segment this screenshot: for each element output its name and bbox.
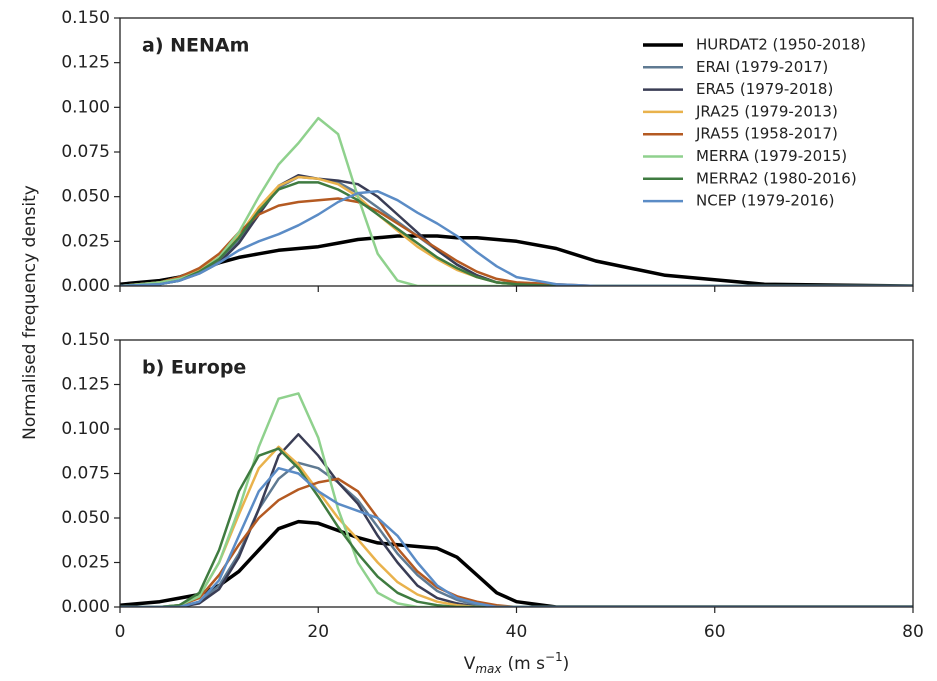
y-tick-label: 0.050 [61, 508, 110, 528]
y-tick-label: 0.050 [61, 187, 110, 207]
series-line [120, 181, 913, 286]
plot-lines [120, 392, 913, 607]
x-tick-label: 60 [704, 622, 726, 642]
legend-label: NCEP (1979-2016) [696, 192, 834, 210]
legend-label: ERA5 (1979-2018) [696, 80, 833, 98]
series-line [120, 477, 913, 607]
axes-frame [119, 17, 914, 287]
x-axis-label: Vmax (m s−1) [464, 650, 570, 676]
x-tick-label: 40 [506, 622, 528, 642]
legend-label: ERAI (1979-2017) [696, 58, 828, 76]
x-label-part: ) [563, 654, 570, 674]
y-tick-label: 0.125 [61, 53, 110, 73]
x-label-part: (m s [508, 654, 546, 674]
series-line [120, 190, 913, 286]
legend-label: MERRA2 (1980-2016) [696, 169, 857, 187]
legend-label: HURDAT2 (1950-2018) [696, 36, 866, 54]
legend-label: JRA55 (1958-2017) [695, 125, 838, 143]
x-tick-label: 20 [307, 622, 329, 642]
series-line [120, 461, 913, 607]
panel-label: b) Europe [142, 357, 246, 379]
y-tick-label: 0.025 [61, 231, 110, 251]
y-axis-label: Normalised frequency density [20, 185, 40, 440]
y-tick-label: 0.100 [61, 97, 110, 117]
panel-label: a) NENAm [142, 35, 249, 57]
series-line [120, 433, 913, 607]
legend-label: JRA25 (1979-2013) [695, 102, 838, 120]
x-label-part: max [475, 662, 502, 676]
plot-lines [120, 116, 913, 286]
x-tick-label: 80 [902, 622, 924, 642]
y-tick-label: 0.100 [61, 419, 110, 439]
x-label-part: V [464, 654, 476, 674]
y-tick-label: 0.075 [61, 142, 110, 162]
series-line [120, 175, 913, 286]
x-tick-label: 0 [115, 622, 126, 642]
series-line [120, 447, 913, 607]
y-tick-label: 0.150 [61, 8, 110, 28]
y-tick-label: 0.150 [61, 330, 110, 350]
legend-label: MERRA (1979-2015) [696, 147, 847, 165]
x-label-part: −1 [545, 650, 563, 664]
y-tick-label: 0.125 [61, 375, 110, 395]
y-tick-label: 0.075 [61, 464, 110, 484]
series-line [120, 466, 913, 607]
y-tick-label: 0.025 [61, 553, 110, 573]
series-line [120, 392, 913, 607]
y-tick-label: 0.000 [61, 276, 110, 296]
series-line [120, 445, 913, 607]
y-tick-label: 0.000 [61, 597, 110, 617]
axes-frame [119, 339, 914, 608]
